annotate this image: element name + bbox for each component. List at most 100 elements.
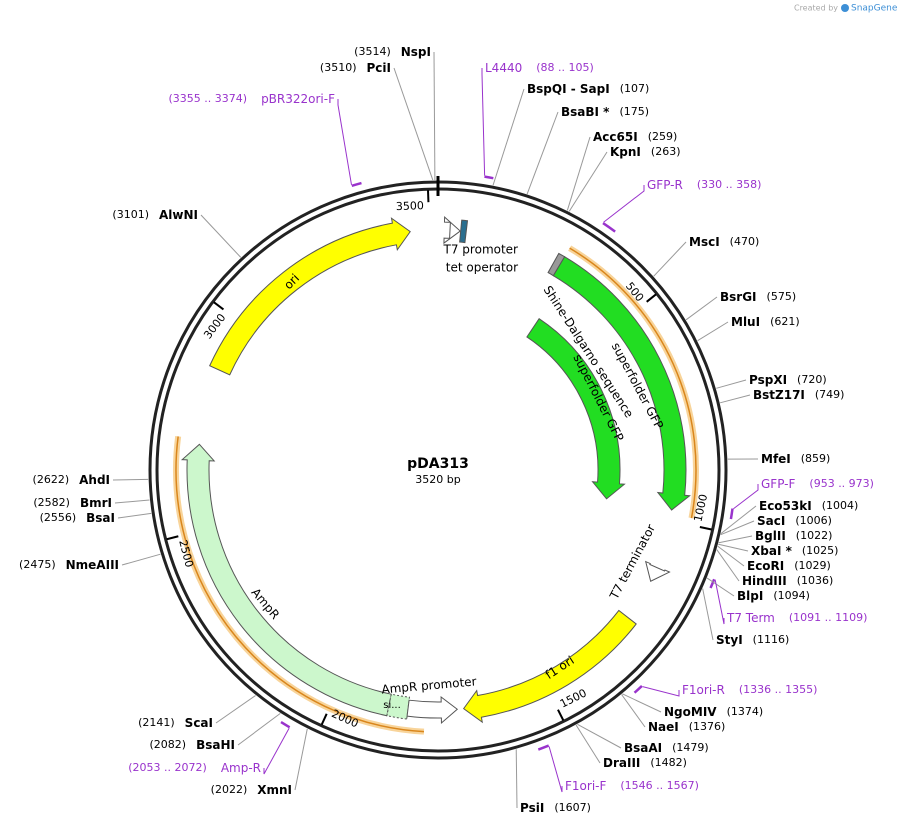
site-leader [117,512,152,519]
site-leader [566,136,591,211]
site-leader [515,749,518,809]
primer-leader [337,99,352,185]
ruler-tick [699,525,712,531]
site-name: DraIII [603,756,640,770]
site-leader [237,713,281,746]
site-label: (3101) AlwNI [112,208,198,222]
primer-mark [537,744,550,751]
site-name: MscI [689,235,720,249]
feature-label: AmpR promoter [381,674,477,696]
features [173,175,734,751]
site-name: XmnI [257,783,292,797]
t7-terminator-arrow [644,560,671,582]
site-leader [702,588,714,641]
site-position: (1094) [773,589,810,602]
site-name: AhdI [79,473,110,487]
site-position: (1022) [796,529,833,542]
site-label: KpnI (263) [610,145,681,159]
site-position: (1116) [753,633,790,646]
site-leader [575,724,601,764]
primer-leader [714,579,725,625]
ruler-label: 2000 [330,707,361,730]
site-label: Eco53kI (1004) [759,499,858,513]
site-name: BsrGI [720,290,757,304]
site-position: (1607) [554,801,591,814]
primer-mark [351,181,362,187]
site-label: (2582) BmrI [33,496,112,510]
site-name: NgoMIV [664,705,717,719]
site-name: BmrI [80,496,112,510]
ruler-label: 3000 [201,311,228,341]
site-position: (1479) [672,741,709,754]
primer-name: GFP-R [647,178,683,192]
site-name: NaeI [648,720,679,734]
primer-label: T7 Term (1091 .. 1109) [726,611,867,625]
primer-name: Amp-R [221,761,261,775]
primer-name: F1ori-F [565,779,606,793]
primer-range: (2053 .. 2072) [128,761,207,774]
site-position: (720) [797,373,827,386]
site-position: (1029) [794,559,831,572]
ruler-tick [166,535,179,541]
primer-mark [729,508,734,520]
site-label: BsrGI (575) [720,290,796,304]
site-name: BsaI [86,511,115,525]
primer-label: GFP-R (330 .. 358) [647,178,761,192]
primer-mark [709,578,716,589]
site-name: MluI [731,315,760,329]
primer-label: F1ori-R (1336 .. 1355) [682,683,817,697]
site-label: BsaAI (1479) [624,741,709,755]
site-label: PspXI (720) [749,373,827,387]
site-position: (2582) [33,496,70,509]
site-label: EcoRI (1029) [747,559,831,573]
map-name: pDA313 [407,456,469,472]
site-label: BsaBI * (175) [561,105,649,119]
site-label: (2082) BsaHI [150,738,235,752]
primer-label: GFP-F (953 .. 973) [761,477,874,491]
site-label: BstZ17I (749) [753,388,844,402]
site-name: Eco53kI [759,499,812,513]
site-position: (1025) [802,544,839,557]
site-name: BlpI [737,589,763,603]
site-position: (259) [648,130,678,143]
brand: SnapGene [851,4,897,14]
primer-name: L4440 [485,61,522,75]
site-position: (859) [801,452,831,465]
site-label: (2556) BsaI [40,511,115,525]
site-leader [492,88,525,186]
site-name: StyI [716,633,743,647]
site-leader [526,111,559,195]
site-leader [720,505,757,535]
credit: Created by [794,4,838,13]
site-position: (107) [620,82,650,95]
site-position: (2141) [138,716,175,729]
site-position: (1376) [689,720,726,733]
site-label: NaeI (1376) [648,720,725,734]
site-label: HindIII (1036) [742,574,833,588]
primer-leader [603,185,645,223]
primer-leader [548,746,563,793]
site-position: (1036) [797,574,834,587]
site-label: Acc65I (259) [593,130,677,144]
site-leader [716,549,740,582]
site-label: MluI (621) [731,315,800,329]
site-label: (3510) PciI [320,61,391,75]
primer-range: (953 .. 973) [809,477,874,490]
site-leader [720,520,755,536]
site-name: SacI [757,514,785,528]
ruler-label: 2500 [176,538,196,568]
site-name: NspI [401,45,431,59]
site-position: (2082) [150,738,187,751]
site-name: BstZ17I [753,388,805,402]
primer-leader [263,727,290,775]
site-leader [622,693,662,713]
site-leader [568,151,608,212]
site-name: Acc65I [593,130,638,144]
feature-label: T7 promoter [443,243,519,257]
feature-label: si... [383,700,401,711]
primer-label: F1ori-F (1546 .. 1567) [565,779,699,793]
primer-mark [280,721,291,729]
primer-mark [633,685,643,694]
